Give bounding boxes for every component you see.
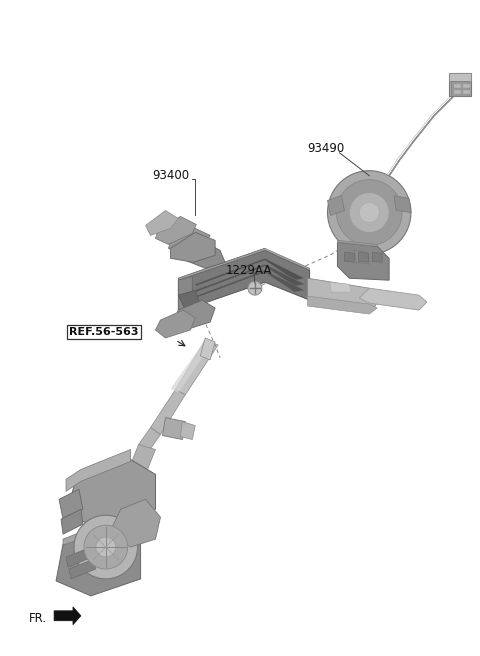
Polygon shape: [179, 276, 192, 314]
Polygon shape: [195, 264, 305, 292]
Polygon shape: [195, 258, 305, 286]
Text: 1229AA: 1229AA: [226, 264, 273, 277]
Polygon shape: [354, 251, 369, 264]
Polygon shape: [179, 290, 200, 310]
Text: REF.56-563: REF.56-563: [69, 327, 139, 337]
Polygon shape: [349, 193, 389, 232]
Text: FR.: FR.: [29, 612, 48, 625]
Polygon shape: [200, 338, 215, 360]
Polygon shape: [66, 459, 156, 529]
Polygon shape: [451, 81, 468, 96]
Polygon shape: [61, 509, 83, 534]
Polygon shape: [449, 73, 471, 96]
Polygon shape: [248, 281, 262, 295]
Polygon shape: [151, 390, 185, 434]
Polygon shape: [156, 310, 195, 338]
Polygon shape: [308, 296, 377, 314]
Polygon shape: [63, 522, 111, 545]
Polygon shape: [360, 288, 427, 310]
Polygon shape: [449, 73, 471, 81]
Polygon shape: [84, 525, 128, 569]
Polygon shape: [179, 251, 310, 312]
Polygon shape: [329, 282, 351, 292]
Polygon shape: [170, 232, 215, 262]
Polygon shape: [156, 216, 196, 244]
Polygon shape: [179, 249, 265, 280]
Polygon shape: [358, 253, 368, 262]
Polygon shape: [179, 249, 310, 280]
Polygon shape: [454, 84, 461, 88]
Polygon shape: [56, 529, 141, 596]
Polygon shape: [372, 253, 382, 262]
Polygon shape: [463, 84, 469, 88]
Polygon shape: [59, 489, 83, 519]
Text: 93490: 93490: [308, 142, 345, 155]
Polygon shape: [96, 537, 116, 557]
Polygon shape: [308, 278, 379, 308]
Polygon shape: [170, 340, 212, 393]
Polygon shape: [145, 211, 179, 236]
Polygon shape: [168, 228, 210, 255]
Text: 93400: 93400: [153, 169, 190, 182]
Polygon shape: [327, 195, 344, 215]
Polygon shape: [66, 449, 131, 491]
Polygon shape: [139, 428, 160, 451]
Polygon shape: [66, 547, 93, 567]
Polygon shape: [120, 470, 145, 499]
Polygon shape: [180, 422, 195, 440]
Polygon shape: [185, 242, 225, 268]
Polygon shape: [129, 445, 156, 474]
Polygon shape: [175, 340, 218, 395]
Polygon shape: [162, 418, 185, 440]
Polygon shape: [463, 90, 469, 94]
Polygon shape: [69, 559, 96, 579]
Polygon shape: [454, 90, 461, 94]
Polygon shape: [344, 253, 354, 262]
Polygon shape: [109, 499, 160, 547]
Polygon shape: [336, 180, 402, 245]
Polygon shape: [327, 171, 411, 255]
Polygon shape: [195, 270, 305, 298]
Polygon shape: [337, 242, 389, 280]
Polygon shape: [394, 195, 411, 213]
Polygon shape: [337, 240, 377, 247]
Polygon shape: [54, 607, 81, 625]
Polygon shape: [172, 300, 215, 330]
Polygon shape: [74, 515, 138, 579]
Polygon shape: [360, 203, 379, 222]
